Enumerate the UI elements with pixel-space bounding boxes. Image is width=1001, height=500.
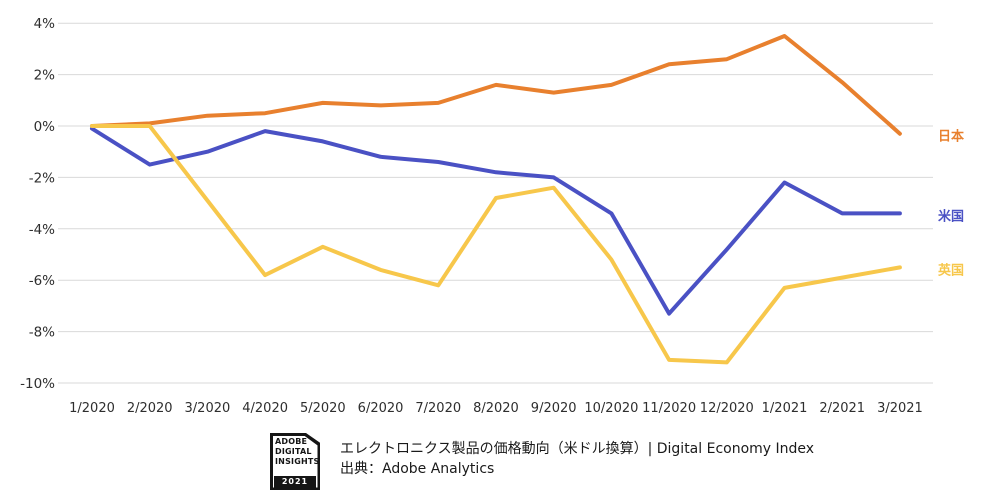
series-label-jp: 日本 [938, 129, 964, 145]
y-tick-label: 4% [34, 16, 56, 32]
logo-line-digital: DIGITAL [275, 447, 312, 456]
chart-area: 4% 2% 0% -2% -4% -6% -8% -10% 1/2020 2/2020 3/2020… [20, 16, 964, 416]
x-tick-label: 8/2020 [473, 401, 519, 416]
y-tick-label: -4% [29, 222, 55, 238]
x-tick-label: 10/2020 [584, 401, 638, 416]
x-tick-label: 2/2020 [127, 401, 173, 416]
x-tick-label: 3/2020 [185, 401, 231, 416]
y-tick-label: -2% [29, 170, 55, 186]
logo-year-badge: 2021 [274, 476, 316, 488]
x-tick-label: 4/2020 [242, 401, 288, 416]
x-tick-label: 7/2020 [415, 401, 461, 416]
x-tick-label: 3/2021 [877, 401, 923, 416]
y-tick-label: 2% [34, 68, 56, 84]
y-tick-label: -10% [20, 376, 55, 392]
caption-source: 出典：Adobe Analytics [340, 460, 495, 477]
x-tick-label: 6/2020 [358, 401, 404, 416]
series-line-us [90, 126, 902, 316]
chart-caption: エレクトロニクス製品の価格動向（米ドル換算）| Digital Economy … [340, 440, 814, 479]
x-tick-label: 12/2020 [700, 401, 754, 416]
logo-wordmark: ADOBE DIGITAL INSIGHTS [275, 437, 320, 467]
x-tick-label: 11/2020 [642, 401, 696, 416]
x-tick-label: 1/2020 [69, 401, 115, 416]
adobe-digital-insights-logo: ADOBE DIGITAL INSIGHTS 2021 [270, 433, 320, 490]
chart-footer: ADOBE DIGITAL INSIGHTS 2021 エレクトロニクス製品の価… [0, 430, 1001, 500]
price-trend-line-chart: 4% 2% 0% -2% -4% -6% -8% -10% 1/2020 2/2020 3/2020… [20, 16, 964, 416]
x-tick-label: 2/2021 [819, 401, 865, 416]
y-tick-label: -6% [29, 273, 55, 289]
series-line-uk [90, 124, 902, 365]
y-tick-label: 0% [34, 119, 56, 135]
series-label-us: 米国 [938, 208, 964, 224]
x-tick-label: 5/2020 [300, 401, 346, 416]
caption-title: エレクトロニクス製品の価格動向（米ドル換算）| Digital Economy … [340, 441, 815, 457]
series-label-uk: 英国 [937, 262, 964, 278]
logo-line-adobe: ADOBE [275, 437, 308, 446]
x-tick-label: 1/2021 [762, 401, 808, 416]
series-line-jp [90, 34, 902, 136]
x-tick-label: 9/2020 [531, 401, 577, 416]
logo-line-insights: INSIGHTS [275, 457, 320, 466]
y-tick-label: -8% [29, 325, 55, 341]
